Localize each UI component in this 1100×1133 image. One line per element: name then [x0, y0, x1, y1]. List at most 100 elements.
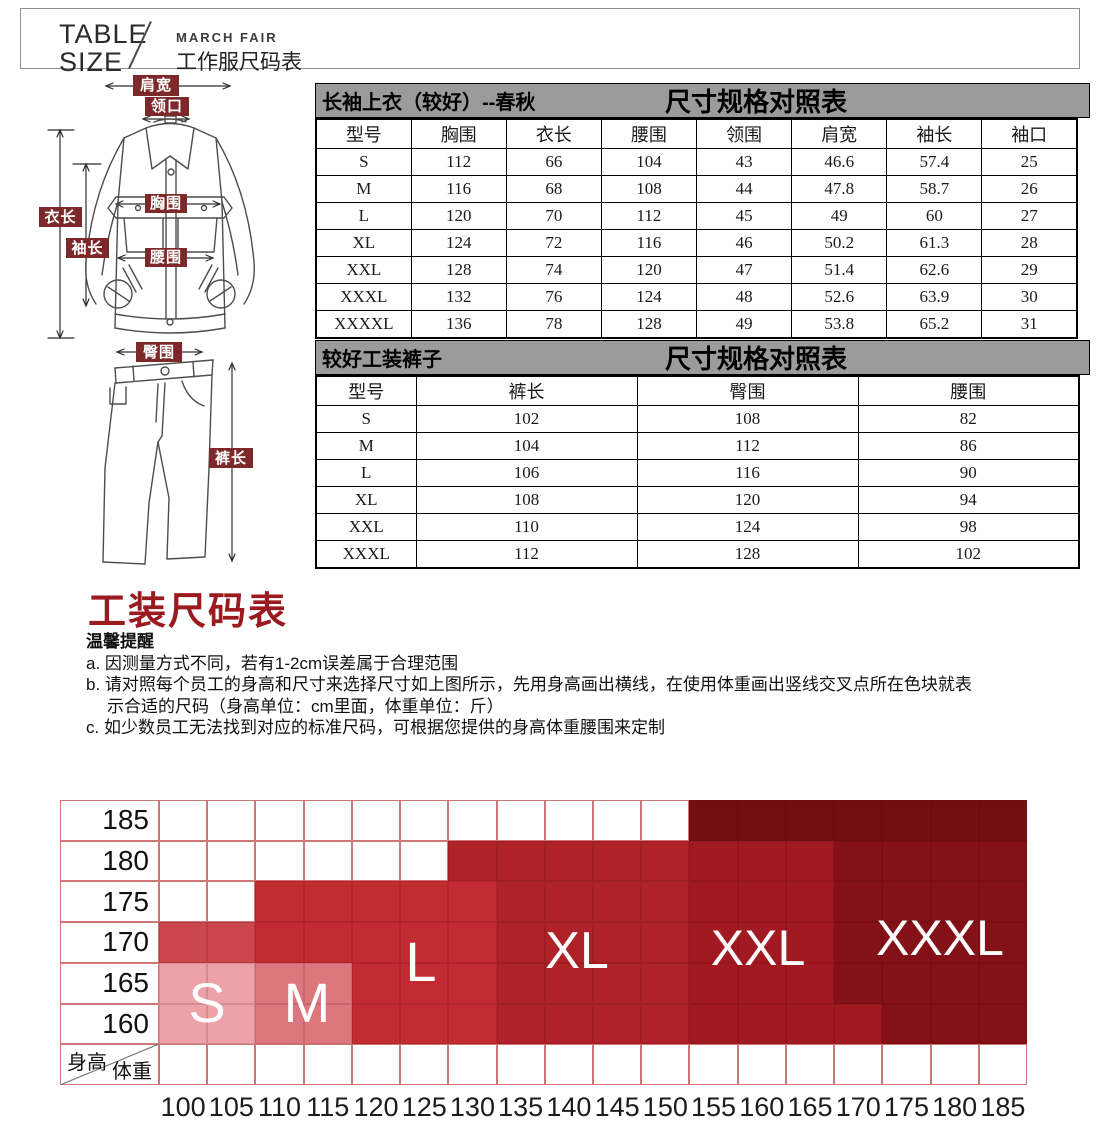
table-row: XXL 128 74 120 47 51.4 62.6 29	[315, 256, 1078, 284]
table-cell: 49	[695, 310, 793, 339]
heatmap-cell	[159, 840, 208, 882]
heatmap-cell	[255, 1003, 304, 1045]
heatmap-cell	[737, 962, 786, 1004]
table-cell: 43	[695, 148, 793, 176]
heatmap-cell	[351, 922, 401, 963]
table-cell: 112	[415, 540, 638, 569]
table-row: XL 124 72 116 46 50.2 61.3 28	[315, 229, 1078, 257]
table-cell: XL	[315, 486, 417, 514]
heatmap-empty-cell	[448, 1044, 496, 1085]
heatmap-cell	[400, 881, 449, 923]
table-cell: XXXXL	[315, 310, 412, 339]
table-row: M 104 112 86	[315, 432, 1080, 460]
heatmap-cell	[351, 881, 401, 923]
table-cell: XXL	[315, 513, 417, 541]
heatmap-cell	[496, 881, 545, 923]
table-cell: 120	[600, 256, 698, 284]
weight-tick-label: 105	[208, 1091, 254, 1122]
hip-label: 臀围	[136, 342, 182, 362]
heatmap-cell	[641, 881, 690, 923]
table-cell: L	[315, 459, 417, 487]
table-cell: 27	[981, 202, 1078, 230]
table-cell: 44	[695, 175, 793, 203]
heatmap-cell	[255, 922, 304, 963]
heatmap-cell	[544, 1003, 593, 1045]
table-cell: 98	[857, 513, 1080, 541]
column-header: 型号	[315, 375, 417, 406]
table-cell: 65.2	[886, 310, 983, 339]
size-selection-heatmap: 185 180 175 170 165 160 身高 体重 S M L XL XXL XXXL	[60, 800, 1027, 1086]
heatmap-empty-cell	[497, 1044, 545, 1085]
table-cell: 104	[600, 148, 698, 176]
table-cell: 46	[695, 229, 793, 257]
heatmap-cell	[689, 1003, 738, 1045]
table-cell: 31	[981, 310, 1078, 339]
weight-tick-label: 165	[787, 1091, 833, 1122]
table-cell: L	[315, 202, 412, 230]
heatmap-cell	[592, 962, 642, 1004]
heatmap-cell	[737, 881, 786, 923]
table-cell: S	[315, 405, 417, 433]
size-zone-label-xl: XL	[545, 922, 609, 980]
column-header: 衣长	[505, 118, 602, 149]
column-header: 领围	[695, 118, 793, 149]
table-row: XXL 110 124 98	[315, 513, 1080, 541]
heatmap-cell	[592, 922, 642, 963]
heatmap-cell	[737, 1003, 786, 1045]
heatmap-cell	[978, 881, 1027, 923]
jacket-line-art	[47, 82, 255, 340]
heatmap-empty-cell	[352, 1044, 400, 1085]
table-cell: 90	[857, 459, 1080, 487]
weight-tick-label: 100	[160, 1091, 206, 1122]
heatmap-empty-cell	[593, 1044, 641, 1085]
column-header: 腰围	[857, 375, 1080, 406]
table-cell: 104	[415, 432, 638, 460]
pants-size-table-container: 型号 裤长 臀围 腰围 S 102 108 82 M 104 112 86 L 106 116 90 XL 108…	[315, 375, 1090, 569]
heatmap-cell	[400, 800, 449, 841]
table-cell: 94	[857, 486, 1080, 514]
weight-tick-label: 120	[353, 1091, 399, 1122]
table-row: L 106 116 90	[315, 459, 1080, 487]
pants-measure-diagram: 臀围 裤长	[85, 338, 300, 596]
heatmap-cell	[978, 962, 1027, 1004]
heatmap-cell	[303, 1003, 352, 1045]
heatmap-cell	[207, 840, 256, 882]
table-cell: 72	[505, 229, 602, 257]
table-cell: 50.2	[791, 229, 888, 257]
heatmap-cell	[641, 1003, 690, 1045]
heatmap-empty-cell	[159, 1044, 207, 1085]
heatmap-cell	[882, 800, 931, 841]
measure-arrows	[47, 82, 232, 340]
heatmap-cell	[400, 962, 449, 1004]
heatmap-cell	[834, 962, 883, 1004]
table-cell: 63.9	[886, 283, 983, 311]
heatmap-cell	[207, 800, 256, 841]
heatmap-empty-cell	[738, 1044, 786, 1085]
height-tick-label: 185	[60, 800, 159, 841]
heatmap-empty-cell	[207, 1044, 255, 1085]
heatmap-cell	[496, 800, 545, 841]
heatmap-cell	[592, 881, 642, 923]
size-zone-label-l: L	[405, 930, 437, 993]
heatmap-cell	[303, 962, 352, 1004]
heatmap-cell	[978, 1003, 1027, 1045]
table-cell: M	[315, 175, 412, 203]
heatmap-cell	[785, 922, 835, 963]
table-cell: 46.6	[791, 148, 888, 176]
heatmap-empty-cell	[304, 1044, 352, 1085]
table-cell: 86	[857, 432, 1080, 460]
weight-tick-label: 125	[401, 1091, 447, 1122]
table-cell: 62.6	[886, 256, 983, 284]
table-row: XXXXL 136 78 128 49 53.8 65.2 31	[315, 310, 1078, 339]
table-cell: 30	[981, 283, 1078, 311]
heatmap-cell	[834, 800, 883, 841]
table-row: XXXL 112 128 102	[315, 540, 1080, 569]
heatmap-cell	[496, 962, 545, 1004]
corner-diagonal	[60, 1044, 159, 1086]
spec-comparison-title: 尺寸规格对照表	[664, 344, 848, 374]
chest-label: 胸围	[145, 194, 187, 213]
column-header: 臀围	[636, 375, 859, 406]
table-cell: 112	[636, 432, 859, 460]
note-line-a: a. 因测量方式不同，若有1-2cm误差属于合理范围	[86, 653, 459, 673]
